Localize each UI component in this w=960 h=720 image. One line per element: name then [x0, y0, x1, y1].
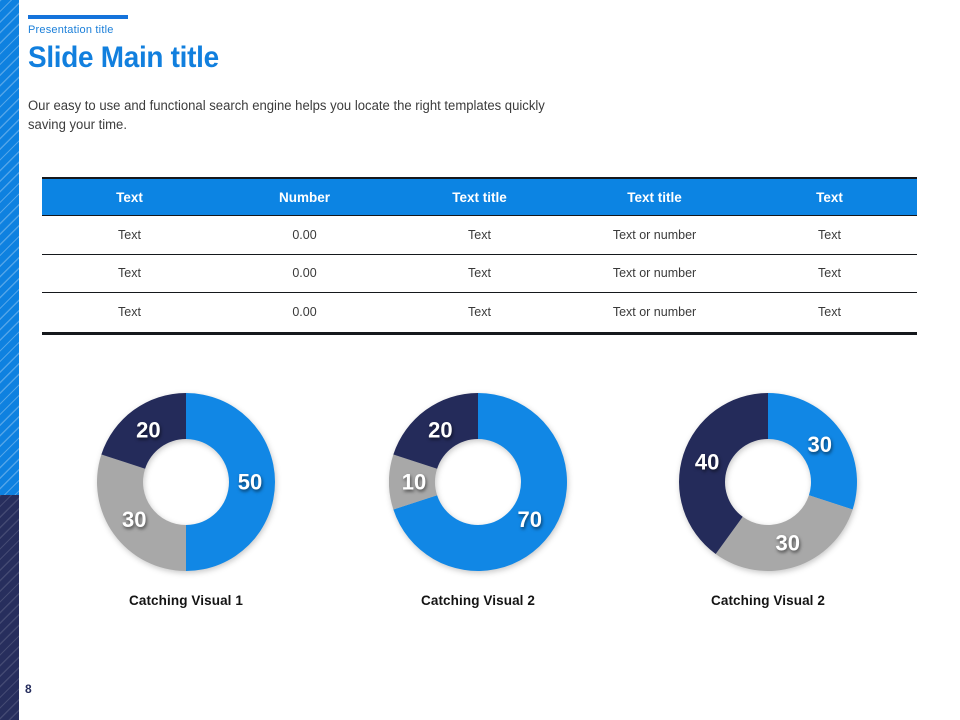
table-header-cell: Number: [278, 189, 330, 205]
table-cell: Text: [118, 266, 141, 281]
table-cell: Text: [118, 305, 141, 320]
accent-line: [28, 15, 128, 19]
table-header-row: Text Number Text title Text title Text: [42, 179, 917, 216]
table-row: Text 0.00 Text Text or number Text: [42, 293, 917, 332]
donut-value-label: 40: [695, 450, 719, 475]
page-number: 8: [25, 682, 32, 696]
slide-main-title: Slide Main title: [28, 41, 219, 74]
chart-caption-3: Catching Visual 2: [711, 593, 825, 608]
donut-slice-navy: [101, 393, 186, 469]
table-cell: Text: [818, 266, 841, 281]
donut-canvas-2: 70 10 20: [383, 387, 573, 577]
table-cell: Text or number: [612, 227, 697, 242]
donut-value-label: 30: [776, 530, 800, 555]
donut-value-label: 30: [808, 432, 832, 457]
table-row: Text 0.00 Text Text or number Text: [42, 216, 917, 255]
table-header-cell: Text: [816, 189, 843, 205]
donut-slice-blue: [393, 393, 568, 571]
donut-value-label: 50: [238, 470, 262, 495]
donut-slice-gray: [97, 454, 186, 571]
donut-chart-2: 70 10 20 Catching Visual 2: [383, 387, 573, 608]
donut-value-label: 30: [122, 507, 146, 532]
table-cell: Text: [818, 305, 841, 320]
donut-value-label: 10: [402, 470, 426, 495]
table-cell: 0.00: [292, 266, 317, 281]
table-cell: Text or number: [612, 305, 697, 320]
table-cell: Text: [468, 305, 491, 320]
table-header-cell: Text title: [452, 189, 507, 205]
donut-svg: 30 30 40: [679, 393, 857, 571]
table-cell: Text or number: [612, 266, 697, 281]
table-cell: Text: [818, 227, 841, 242]
presentation-title: Presentation title: [28, 24, 114, 36]
chart-caption-2: Catching Visual 2: [421, 593, 535, 608]
intro-text: Our easy to use and functional search en…: [28, 98, 545, 132]
donut-slice-gray: [715, 495, 853, 571]
donut-slice-gray: [389, 454, 438, 510]
table-cell: Text: [118, 227, 141, 242]
table-header-cell: Text title: [627, 189, 682, 205]
donut-slice-blue: [186, 393, 275, 571]
donut-canvas-3: 30 30 40: [673, 387, 863, 577]
sidebar-stripe-navy: [0, 495, 19, 720]
donut-canvas-1: 50 30 20: [91, 387, 281, 577]
donut-slice-navy: [679, 393, 768, 554]
donut-svg: 50 30 20: [97, 393, 275, 571]
chart-caption-1: Catching Visual 1: [129, 593, 243, 608]
table-cell: Text: [468, 227, 491, 242]
sidebar-stripe-blue: [0, 0, 19, 495]
table-cell: Text: [468, 266, 491, 281]
table-cell: 0.00: [292, 305, 317, 320]
donut-value-label: 20: [136, 418, 160, 443]
donut-value-label: 20: [428, 418, 452, 443]
donut-value-label: 70: [518, 507, 542, 532]
table-header-cell: Text: [116, 189, 143, 205]
donut-chart-3: 30 30 40 Catching Visual 2: [673, 387, 863, 608]
donut-slice-blue: [768, 393, 857, 510]
data-table: Text Number Text title Text title Text Text 0…: [42, 177, 917, 335]
donut-svg: 70 10 20: [389, 393, 568, 571]
donut-slice-navy: [393, 393, 478, 469]
table-row: Text 0.00 Text Text or number Text: [42, 255, 917, 293]
donut-chart-1: 50 30 20 Catching Visual 1: [91, 387, 281, 608]
table-cell: 0.00: [292, 227, 317, 242]
table-body: Text 0.00 Text Text or number Text Text 0.00 Te…: [42, 216, 917, 332]
